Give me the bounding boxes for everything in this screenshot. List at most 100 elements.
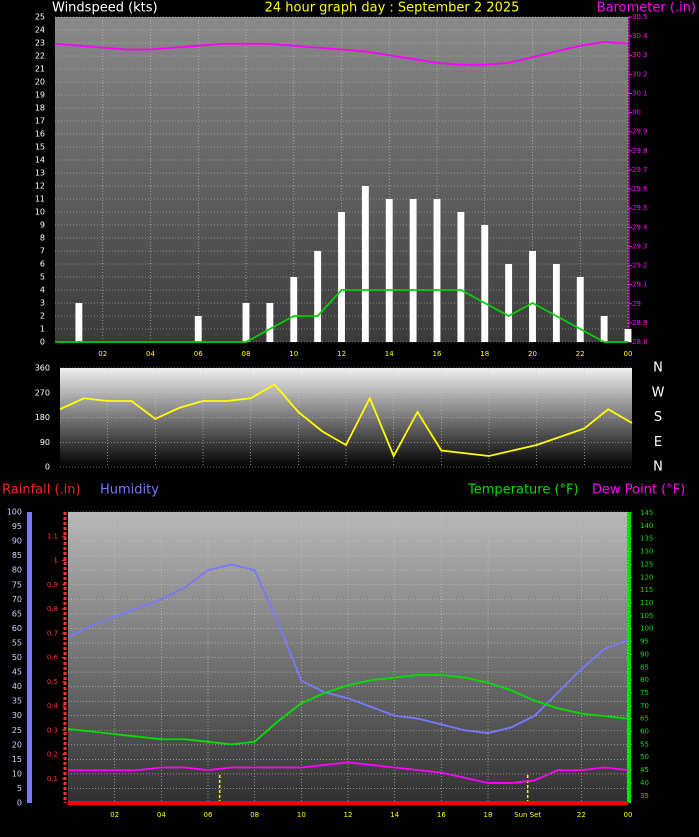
y-tick-label: 100 [7, 508, 22, 517]
dewpoint-legend: Dew Point (°F) [592, 483, 685, 498]
gust-bar [457, 212, 465, 342]
y-tick-label: 10 [35, 208, 45, 217]
y2-tick-label: 29.4 [632, 223, 648, 231]
y-tick-label: 45 [12, 668, 22, 677]
series-line [59, 383, 633, 459]
x-tick-label: 04 [146, 350, 155, 358]
x-tick-label: 06 [194, 350, 203, 358]
y-tick-label: 9 [40, 221, 45, 230]
x-tick-label: 12 [337, 350, 346, 358]
y-tick-label: 85 [12, 551, 22, 560]
y2-tick-label: 29.7 [632, 166, 648, 174]
y-tick-label: 7 [40, 247, 45, 256]
y3-tick-label: 1 [54, 557, 58, 565]
gust-bar [385, 199, 393, 342]
gust-bar [409, 199, 417, 342]
y2-tick-label: 35 [640, 792, 649, 800]
gust-bar [338, 212, 345, 342]
series-line [67, 674, 629, 746]
y-tick-label: 5 [40, 273, 45, 282]
y2-tick-label: 50 [640, 753, 649, 761]
y2-tick-label: 65 [640, 715, 649, 723]
y-tick-label: 25 [35, 13, 45, 22]
y3-tick-label: 0.4 [47, 702, 59, 710]
y3-tick-label: 0.7 [47, 629, 58, 637]
y2-tick-label: 30 [632, 109, 641, 117]
y-tick-label: 17 [35, 117, 45, 126]
chart-title: 24 hour graph day : September 2 2025 [265, 1, 520, 16]
y-tick-label: 1 [40, 325, 45, 334]
barometer-axis-title: Barometer (.in) [597, 1, 696, 16]
y3-tick-label: 0.3 [47, 726, 58, 734]
sun-event-label: Sun Set [514, 811, 541, 819]
y-tick-label: 90 [12, 537, 22, 546]
y-tick-label: 20 [12, 740, 22, 749]
series-line [54, 40, 629, 66]
y2-tick-label: 135 [640, 535, 653, 543]
y2-tick-label: 90 [640, 650, 649, 658]
rain-legend: Rainfall (.in) [2, 483, 81, 498]
y-tick-label: 13 [35, 169, 45, 178]
y-tick-label: 3 [40, 299, 45, 308]
y2-tick-label: 29.3 [632, 242, 648, 250]
y2-tick-label: 30.1 [632, 89, 648, 97]
y-tick-label: 90 [40, 438, 50, 447]
y-tick-label: 50 [12, 653, 22, 662]
y2-tick-label: 29.8 [632, 147, 648, 155]
y-tick-label: 14 [35, 156, 45, 165]
y3-tick-label: 0.8 [47, 605, 58, 613]
y2-tick-label: 70 [640, 702, 649, 710]
x-tick-label: 18 [480, 350, 489, 358]
y-tick-label: 180 [35, 413, 50, 422]
y2-tick-label: 120 [640, 573, 653, 581]
gust-bar [433, 199, 441, 342]
x-tick-label: 16 [433, 350, 442, 358]
compass-label: N [653, 460, 663, 475]
y-tick-label: 40 [12, 682, 22, 691]
y2-tick-label: 95 [640, 638, 649, 646]
y2-tick-label: 140 [640, 522, 653, 530]
y-tick-label: 21 [35, 65, 45, 74]
y-tick-label: 2 [40, 312, 45, 321]
x-tick-label: 22 [577, 811, 586, 819]
y-tick-label: 20 [35, 78, 45, 87]
gust-bar [361, 186, 369, 342]
y-tick-label: 0 [40, 338, 45, 347]
x-tick-label: 12 [344, 811, 353, 819]
y-tick-label: 0 [17, 799, 22, 808]
x-tick-label: 02 [110, 811, 119, 819]
x-tick-label: 10 [297, 811, 306, 819]
y-tick-label: 10 [12, 769, 22, 778]
x-tick-label: 08 [250, 811, 259, 819]
x-tick-label: 16 [437, 811, 446, 819]
y-tick-label: 360 [35, 364, 50, 373]
series-line [55, 289, 628, 343]
y2-tick-label: 45 [640, 766, 649, 774]
y-tick-label: 15 [35, 143, 45, 152]
gust-bar [314, 251, 322, 342]
y2-tick-label: 29.5 [632, 204, 648, 212]
x-tick-label: 22 [576, 350, 585, 358]
y2-tick-label: 85 [640, 663, 649, 671]
y2-tick-label: 125 [640, 560, 653, 568]
y2-tick-label: 29.2 [632, 262, 648, 270]
y-tick-label: 270 [35, 388, 50, 397]
y2-tick-label: 145 [640, 509, 653, 517]
x-tick-label: 20 [528, 350, 537, 358]
x-tick-label: 02 [98, 350, 107, 358]
y3-tick-label: 1.1 [47, 532, 58, 540]
temperature-legend: Temperature (°F) [467, 483, 579, 498]
y3-tick-label: 0.9 [47, 581, 58, 589]
x-tick-label: 14 [390, 811, 399, 819]
y2-tick-label: 130 [640, 548, 653, 556]
y2-tick-label: 75 [640, 689, 649, 697]
y3-tick-label: 0.1 [47, 775, 58, 783]
y3-tick-label: 0.5 [47, 678, 58, 686]
y-tick-label: 16 [35, 130, 45, 139]
x-tick-label: 04 [157, 811, 166, 819]
gust-bar [552, 264, 560, 342]
x-tick-label: 00 [624, 811, 633, 819]
y2-tick-label: 29 [632, 300, 641, 308]
y-tick-label: 23 [35, 39, 45, 48]
